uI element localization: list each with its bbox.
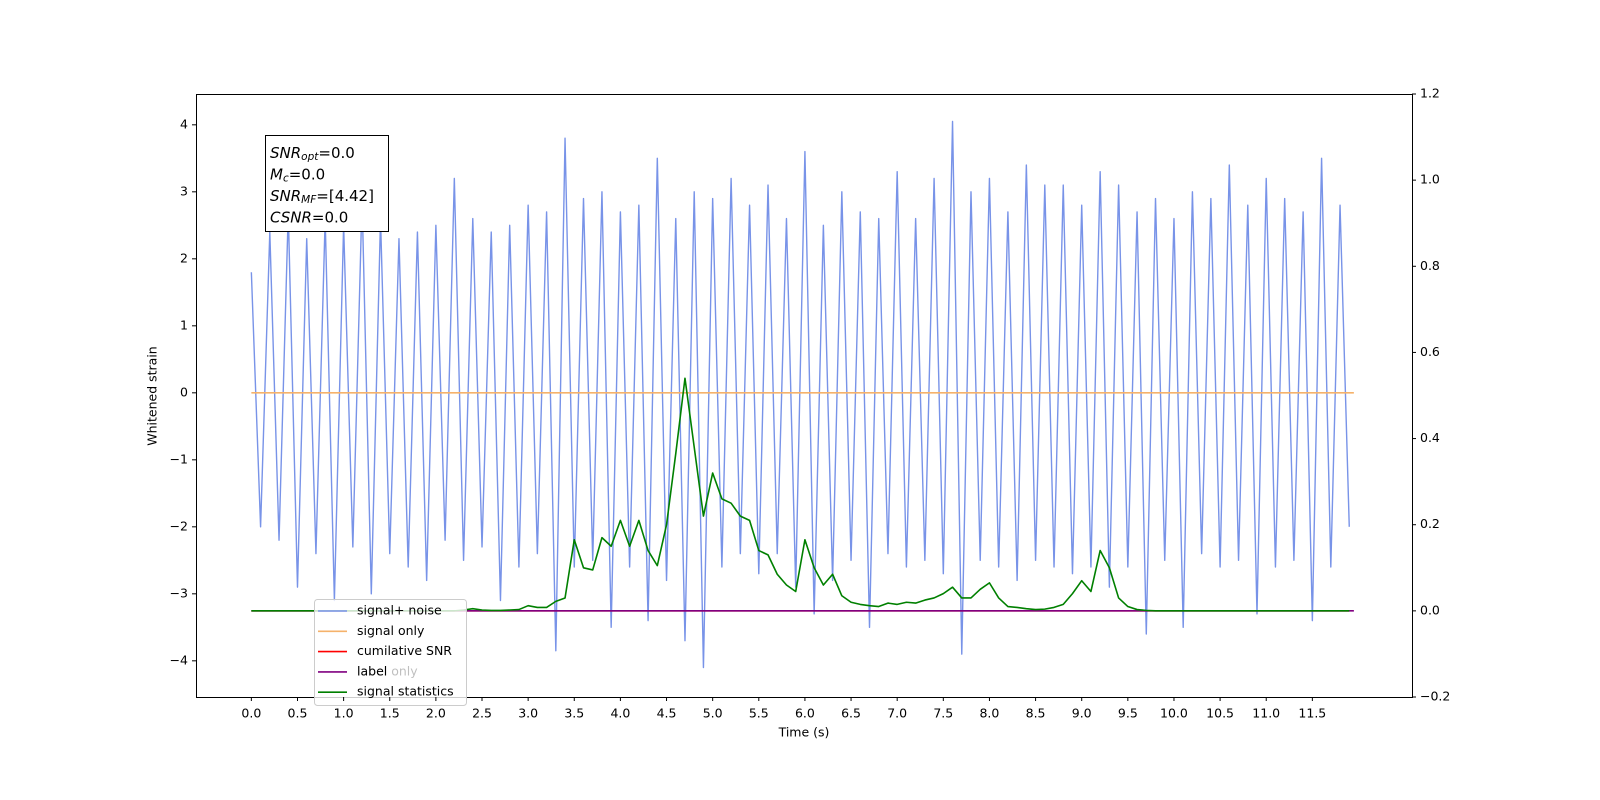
x-tick-label: 11.5: [1298, 706, 1326, 721]
legend-ghost: label only: [357, 663, 418, 678]
annotation-box: [265, 135, 389, 232]
x-tick-label: 6.5: [841, 706, 861, 721]
annotation-var: CSNR: [270, 208, 312, 226]
x-tick-label: 11.0: [1252, 706, 1280, 721]
annotation-var: SNR: [270, 187, 301, 205]
x-tick-label: 3.5: [564, 706, 584, 721]
x-tick-label: 6.0: [795, 706, 815, 721]
annotation-var: M: [270, 165, 283, 183]
annotation-text: =0.0: [289, 165, 325, 183]
legend-label: label: [357, 663, 387, 678]
x-tick-label: 1.5: [380, 706, 400, 721]
y-tick-label: −4: [170, 652, 188, 667]
y-tick-label: 1: [180, 317, 188, 332]
y2-tick-label: 0.6: [1420, 344, 1440, 359]
y-tick-label: −3: [170, 585, 188, 600]
legend: signal+ noise signal only cumilative SNR la…: [314, 599, 467, 706]
x-tick-label: 10.5: [1206, 706, 1234, 721]
annotation-sub: c: [283, 173, 289, 185]
y2-tick-label: −0.2: [1420, 689, 1450, 704]
annotation-line: Mc=0.0: [270, 165, 325, 185]
legend-box: [314, 599, 467, 706]
legend-label: signal+ noise: [357, 603, 442, 618]
annotation-text: =[4.42]: [316, 187, 374, 205]
annotation-line: CSNR=0.0: [270, 208, 348, 226]
annotation-line: SNRopt=0.0: [270, 144, 355, 164]
y-tick-label: 4: [180, 116, 188, 131]
y-axis-label: Whitened strain: [145, 346, 160, 445]
x-tick-label: 0.0: [241, 706, 261, 721]
x-tick-label: 9.5: [1118, 706, 1138, 721]
legend-label: cumilative SNR: [357, 643, 452, 658]
x-axis-label: Time (s): [778, 725, 830, 740]
annotation-text: =0.0: [318, 144, 354, 162]
annotation-line: SNRMF=[4.42]: [270, 187, 374, 207]
y2-tick-label: 1.2: [1420, 86, 1440, 101]
x-tick-label: 4.0: [610, 706, 630, 721]
series-line: [250, 120, 1350, 669]
y-tick-label: 0: [180, 384, 188, 399]
y2-tick-label: 0.0: [1420, 602, 1440, 617]
annotation-text: =0.0: [312, 208, 348, 226]
x-tick-label: 4.5: [657, 706, 677, 721]
x-tick-label: 9.0: [1072, 706, 1092, 721]
x-tick-label: 7.5: [933, 706, 953, 721]
x-tick-label: 0.5: [288, 706, 308, 721]
x-tick-label: 3.0: [518, 706, 538, 721]
y2-tick-label: 0.4: [1420, 430, 1440, 445]
y-tick-label: 3: [180, 183, 188, 198]
annotation-var: SNR: [270, 144, 301, 162]
y2-tick-label: 0.2: [1420, 516, 1440, 531]
legend-label: signal statistics: [357, 684, 454, 699]
annotation-sub: opt: [301, 151, 319, 163]
x-tick-label: 5.0: [703, 706, 723, 721]
annotation-sub: MF: [301, 194, 317, 206]
x-tick-label: 1.0: [334, 706, 354, 721]
x-tick-label: 10.0: [1160, 706, 1188, 721]
legend-label: signal only: [357, 623, 425, 638]
x-tick-label: 2.5: [472, 706, 492, 721]
y-tick-label: 2: [180, 250, 188, 265]
x-tick-label: 8.0: [979, 706, 999, 721]
x-tick-label: 2.0: [426, 706, 446, 721]
x-tick-label: 8.5: [1026, 706, 1046, 721]
y2-tick-label: 1.0: [1420, 172, 1440, 187]
x-tick-label: 5.5: [749, 706, 769, 721]
x-tick-label: 7.0: [887, 706, 907, 721]
y-tick-label: −2: [170, 518, 188, 533]
y2-tick-label: 0.8: [1420, 258, 1440, 273]
y-tick-label: −1: [170, 451, 188, 466]
